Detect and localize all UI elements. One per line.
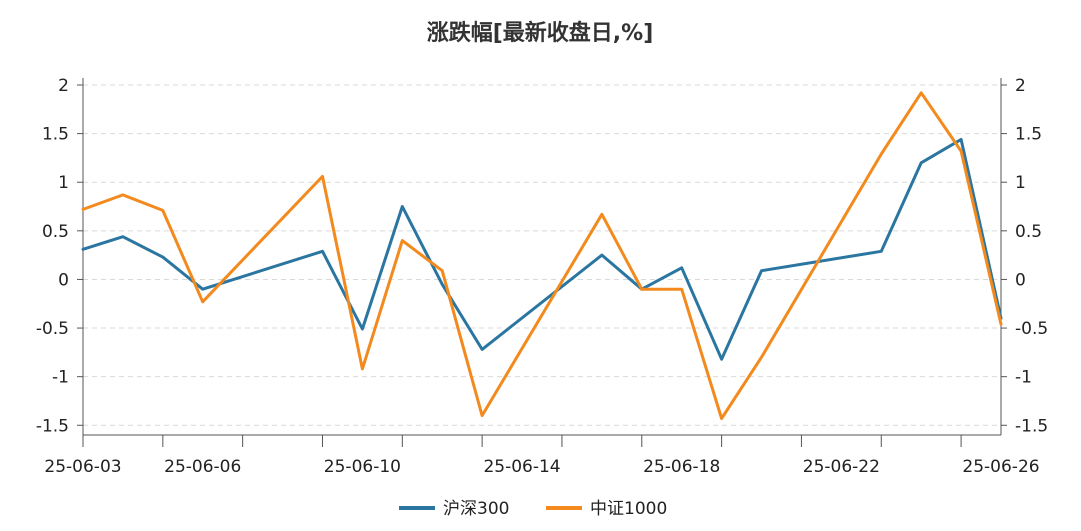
series-line-1 [81,137,1003,361]
y-tick-label-left: 2 [58,76,69,96]
y-tick-label-right: 1.5 [1015,125,1042,145]
x-tick-label: 25-06-06 [164,457,241,477]
x-tick-label: 25-06-14 [483,457,560,477]
y-tick-label-left: 1.5 [42,125,69,145]
y-tick-label-left: -1 [52,368,69,388]
y-tick-label-right: -0.5 [1015,319,1048,339]
y-tick-label-right: 2 [1015,76,1026,96]
y-tick-label-right: 0.5 [1015,222,1042,242]
legend: 沪深300 中证1000 [399,499,667,519]
x-tick-label: 25-06-18 [643,457,720,477]
x-tick-label: 25-06-26 [962,457,1039,477]
series-line-2 [81,91,1003,420]
x-tick-label: 25-06-10 [324,457,401,477]
legend-label: 中证1000 [590,499,667,519]
y-tick-label-left: 1 [58,173,69,193]
y-tick-label-left: -0.5 [36,319,69,339]
y-tick-label-right: -1.5 [1015,416,1048,436]
y-tick-label-right: 0 [1015,270,1026,290]
y-tick-label-left: 0 [58,270,69,290]
y-tick-label-right: 1 [1015,173,1026,193]
legend-label: 沪深300 [443,499,509,519]
y-tick-label-left: -1.5 [36,416,69,436]
y-tick-label-left: 0.5 [42,222,69,242]
axes: 2 2 1.5 1.5 1 1 0.5 0.5 0 0 -0.5 -0.5 -1 -1 -1.5 -1.5 25… [36,76,1048,477]
x-tick-label: 25-06-22 [803,457,880,477]
chart-title: 涨跌幅[最新收盘日,%] [427,20,654,46]
series-lines [81,91,1003,420]
x-tick-label: 25-06-03 [44,457,121,477]
y-tick-label-right: -1 [1015,368,1032,388]
